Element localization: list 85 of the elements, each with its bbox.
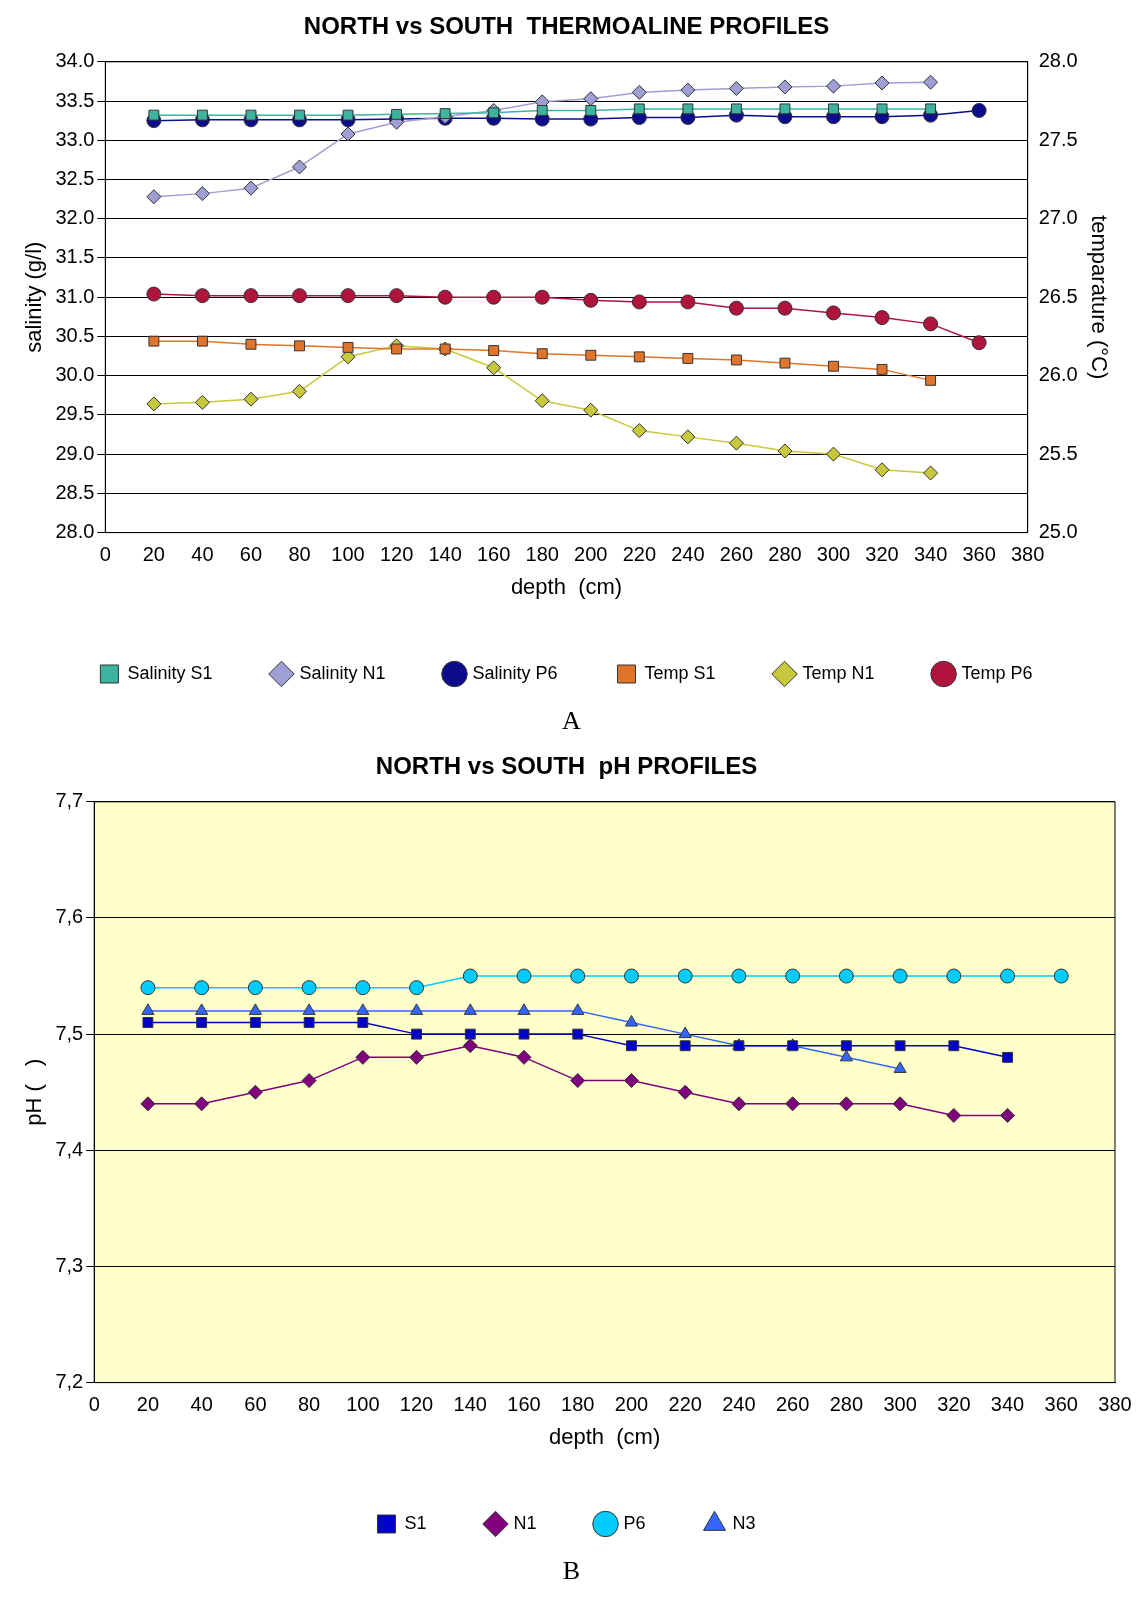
y-tick-label: 31.5: [55, 245, 95, 268]
y-tick-label: 32.5: [55, 167, 95, 190]
y-tick-label: 28.0: [55, 520, 95, 543]
x-tick-label: 380: [1010, 543, 1045, 566]
x-tick-label: 100: [346, 1393, 380, 1416]
y-tick-label: 33.0: [55, 127, 95, 150]
x-tick-label: 40: [191, 543, 214, 566]
y2-tick-label: 28.0: [1038, 49, 1078, 72]
x-tick-label: 0: [99, 543, 111, 566]
text: B: [561, 1556, 582, 1586]
x-tick-label: 140: [428, 543, 462, 566]
y-tick-label: 7,7: [55, 789, 84, 812]
x-tick-label: 20: [142, 543, 165, 566]
text: A: [561, 706, 582, 736]
y-tick-label: 32.0: [55, 206, 95, 229]
x-tick-label: 280: [829, 1393, 864, 1416]
x-tick-label: 260: [775, 1393, 810, 1416]
x-tick-label: 340: [913, 543, 948, 566]
legend-label: Salinity S1: [127, 662, 213, 683]
x-tick-label: 120: [399, 1393, 434, 1416]
x-axis-title: depth (cm): [510, 573, 623, 599]
x-tick-label: 200: [614, 1393, 649, 1416]
y-axis-title: pH ( ): [21, 1058, 47, 1126]
legend-label: S1: [404, 1512, 427, 1533]
y-tick-label: 29.5: [55, 402, 95, 425]
y2-tick-label: 27.5: [1038, 127, 1078, 150]
x-tick-label: 200: [574, 543, 608, 566]
y-tick-label: 29.0: [55, 441, 95, 464]
x-tick-label: 260: [719, 543, 754, 566]
chart-title: NORTH vs SOUTH THERMOALINE PROFILES: [303, 12, 830, 40]
x-tick-label: 220: [668, 1393, 702, 1416]
legend-label: Temp S1: [644, 662, 716, 683]
legend-label: N3: [732, 1512, 756, 1533]
x-tick-label: 300: [816, 543, 851, 566]
y-tick-label: 33.5: [55, 88, 95, 111]
x-tick-label: 180: [561, 1393, 595, 1416]
x-tick-label: 320: [865, 543, 899, 566]
x-tick-label: 360: [1044, 1393, 1078, 1416]
x-tick-label: 300: [883, 1393, 917, 1416]
y-tick-label: 7,4: [55, 1137, 84, 1160]
y2-tick-label: 25.0: [1038, 520, 1078, 543]
x-tick-label: 60: [239, 543, 263, 566]
chart-title: NORTH vs SOUTH pH PROFILES: [375, 752, 758, 780]
x-axis-title: depth (cm): [548, 1423, 661, 1449]
y-tick-label: 34.0: [55, 49, 95, 72]
x-tick-label: 360: [962, 543, 996, 566]
x-tick-label: 380: [1098, 1393, 1132, 1416]
x-tick-label: 60: [244, 1393, 267, 1416]
y-tick-label: 7,3: [55, 1253, 84, 1276]
x-tick-label: 280: [768, 543, 802, 566]
x-tick-label: 220: [622, 543, 656, 566]
x-tick-label: 180: [525, 543, 559, 566]
x-tick-label: 160: [477, 543, 511, 566]
y-axis-title: salinity (g/l): [21, 241, 47, 353]
x-tick-label: 120: [379, 543, 414, 566]
x-tick-label: 320: [937, 1393, 971, 1416]
x-tick-label: 80: [288, 543, 311, 566]
x-tick-label: 80: [297, 1393, 321, 1416]
y-tick-label: 28.5: [55, 480, 95, 503]
legend-label: Temp N1: [802, 662, 875, 683]
y2-tick-label: 27.0: [1038, 206, 1078, 229]
x-tick-label: 20: [136, 1393, 160, 1416]
x-tick-label: 0: [88, 1393, 100, 1416]
y2-tick-label: 25.5: [1038, 441, 1078, 464]
y2-tick-label: 26.0: [1038, 363, 1078, 386]
legend-label: Temp P6: [961, 662, 1033, 683]
y-tick-label: 30.5: [55, 323, 95, 346]
x-tick-label: 240: [671, 543, 705, 566]
legend-label: N1: [513, 1512, 537, 1533]
x-tick-label: 100: [331, 543, 365, 566]
y2-axis-title: temparature (°C): [1086, 215, 1112, 380]
legend-label: Salinity P6: [472, 662, 558, 683]
y-tick-label: 7,5: [55, 1021, 84, 1044]
x-tick-label: 160: [507, 1393, 541, 1416]
y-tick-label: 7,6: [55, 905, 84, 928]
y-tick-label: 31.0: [55, 284, 95, 307]
x-tick-label: 140: [453, 1393, 487, 1416]
y2-tick-label: 26.5: [1038, 284, 1078, 307]
x-tick-label: 40: [190, 1393, 213, 1416]
x-tick-label: 340: [990, 1393, 1025, 1416]
x-tick-label: 240: [722, 1393, 756, 1416]
legend-label: Salinity N1: [299, 662, 386, 683]
y-tick-label: 30.0: [55, 363, 95, 386]
y-tick-label: 7,2: [55, 1370, 84, 1393]
legend-label: P6: [623, 1512, 646, 1533]
